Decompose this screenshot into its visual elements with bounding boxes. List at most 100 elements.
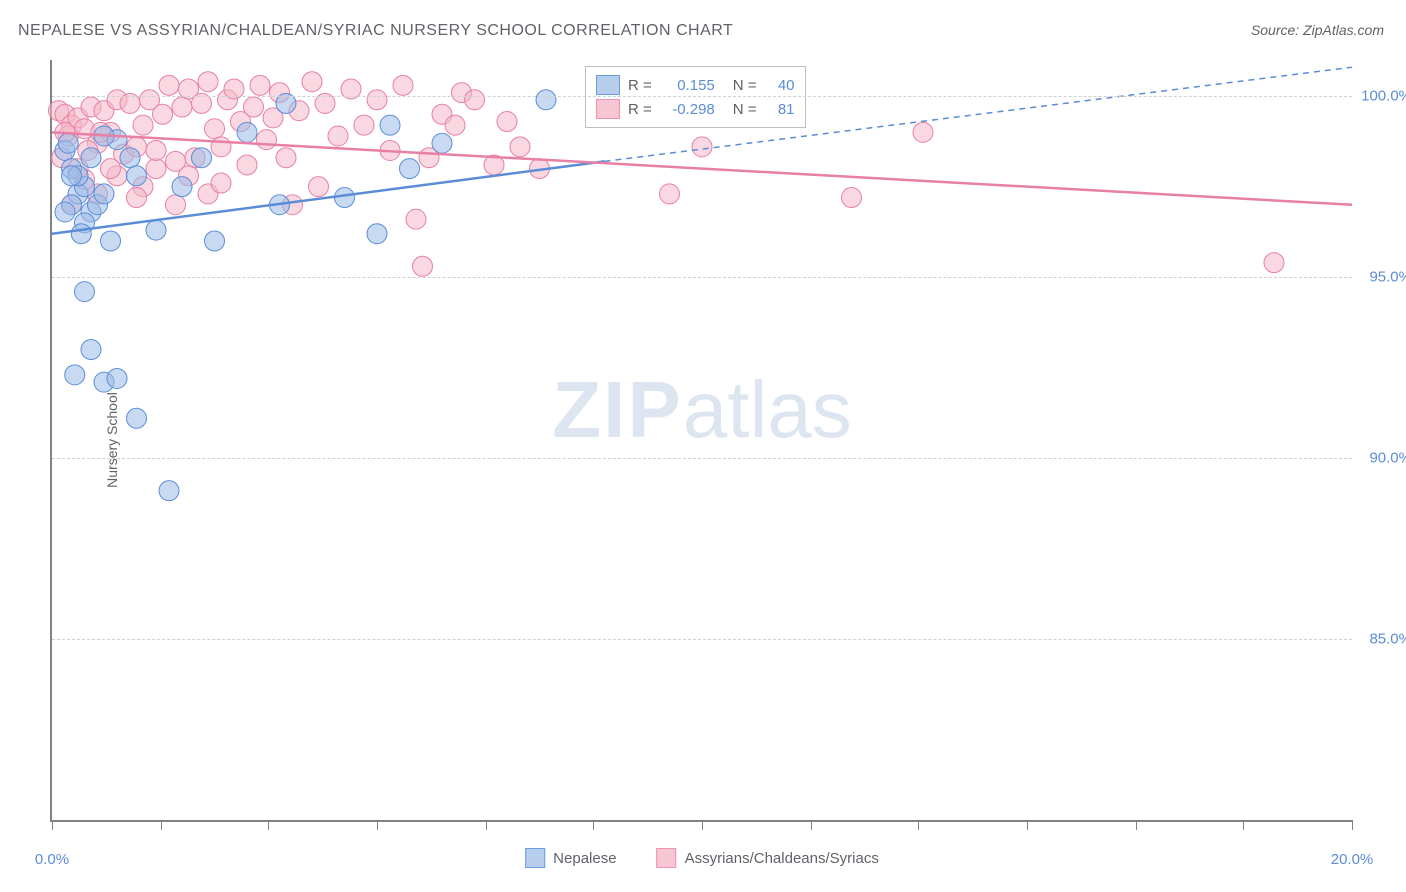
stats-n-value: 81 <box>765 101 795 118</box>
scatter-point <box>75 282 95 302</box>
gridline <box>52 458 1352 459</box>
scatter-point <box>211 173 231 193</box>
x-tick-mark <box>702 820 703 830</box>
scatter-point <box>400 159 420 179</box>
stats-n-label: N = <box>733 101 757 118</box>
x-tick-label: 20.0% <box>1331 851 1374 868</box>
stats-r-value: 0.155 <box>660 77 715 94</box>
x-tick-mark <box>1136 820 1137 830</box>
x-tick-mark <box>52 820 53 830</box>
scatter-point <box>276 148 296 168</box>
x-tick-mark <box>593 820 594 830</box>
scatter-point <box>146 159 166 179</box>
scatter-point <box>101 231 121 251</box>
scatter-point <box>172 97 192 117</box>
x-tick-mark <box>1352 820 1353 830</box>
scatter-point <box>497 112 517 132</box>
scatter-point <box>367 224 387 244</box>
scatter-point <box>159 75 179 95</box>
x-tick-mark <box>1027 820 1028 830</box>
x-tick-mark <box>268 820 269 830</box>
scatter-point <box>913 122 933 142</box>
scatter-point <box>328 126 348 146</box>
scatter-point <box>413 256 433 276</box>
scatter-point <box>536 90 556 110</box>
x-tick-mark <box>1243 820 1244 830</box>
scatter-point <box>198 72 218 92</box>
y-tick-label: 95.0% <box>1369 269 1406 286</box>
y-tick-label: 100.0% <box>1361 88 1406 105</box>
chart-container: NEPALESE VS ASSYRIAN/CHALDEAN/SYRIAC NUR… <box>0 0 1406 892</box>
gridline <box>52 639 1352 640</box>
scatter-point <box>367 90 387 110</box>
x-tick-mark <box>918 820 919 830</box>
scatter-point <box>81 148 101 168</box>
scatter-point <box>94 184 114 204</box>
legend-swatch <box>596 75 620 95</box>
scatter-point <box>211 137 231 157</box>
chart-svg <box>52 60 1352 820</box>
scatter-point <box>445 115 465 135</box>
bottom-legend: Nepalese Assyrians/Chaldeans/Syriacs <box>525 848 879 868</box>
scatter-point <box>302 72 322 92</box>
stats-row: R = 0.155 N = 40 <box>596 73 795 97</box>
stats-n-value: 40 <box>765 77 795 94</box>
x-tick-mark <box>377 820 378 830</box>
scatter-point <box>250 75 270 95</box>
scatter-point <box>692 137 712 157</box>
stats-r-label: R = <box>628 101 652 118</box>
scatter-point <box>146 140 166 160</box>
scatter-point <box>393 75 413 95</box>
scatter-point <box>127 166 147 186</box>
x-tick-mark <box>161 820 162 830</box>
chart-title: NEPALESE VS ASSYRIAN/CHALDEAN/SYRIAC NUR… <box>18 22 733 40</box>
scatter-point <box>660 184 680 204</box>
scatter-point <box>309 177 329 197</box>
scatter-point <box>127 408 147 428</box>
scatter-point <box>237 155 257 175</box>
scatter-point <box>244 97 264 117</box>
x-tick-label: 0.0% <box>35 851 69 868</box>
scatter-point <box>465 90 485 110</box>
scatter-point <box>380 115 400 135</box>
scatter-point <box>159 481 179 501</box>
scatter-point <box>166 195 186 215</box>
scatter-point <box>842 188 862 208</box>
scatter-point <box>192 148 212 168</box>
legend-swatch <box>525 848 545 868</box>
scatter-point <box>354 115 374 135</box>
scatter-point <box>406 209 426 229</box>
scatter-point <box>81 340 101 360</box>
scatter-point <box>237 122 257 142</box>
legend-label: Nepalese <box>553 850 616 867</box>
x-tick-mark <box>811 820 812 830</box>
stats-row: R =-0.298N =81 <box>596 97 795 121</box>
y-tick-label: 85.0% <box>1369 631 1406 648</box>
y-tick-label: 90.0% <box>1369 450 1406 467</box>
x-tick-mark <box>486 820 487 830</box>
gridline <box>52 96 1352 97</box>
gridline <box>52 277 1352 278</box>
scatter-point <box>120 148 140 168</box>
plot-area: Nursery School ZIPatlas R =0.155N =40R =… <box>50 60 1352 822</box>
scatter-point <box>107 368 127 388</box>
scatter-point <box>257 130 277 150</box>
scatter-point <box>71 224 91 244</box>
scatter-point <box>65 365 85 385</box>
scatter-point <box>127 188 147 208</box>
scatter-point <box>510 137 530 157</box>
scatter-point <box>1264 253 1284 273</box>
legend-item: Nepalese <box>525 848 616 868</box>
scatter-point <box>101 159 121 179</box>
scatter-point <box>58 133 78 153</box>
stats-n-label: N = <box>733 77 757 94</box>
scatter-point <box>172 177 192 197</box>
source-label: Source: ZipAtlas.com <box>1251 22 1384 38</box>
scatter-point <box>153 104 173 124</box>
scatter-point <box>62 166 82 186</box>
stats-r-label: R = <box>628 77 652 94</box>
scatter-point <box>205 119 225 139</box>
legend-label: Assyrians/Chaldeans/Syriacs <box>685 850 879 867</box>
scatter-point <box>146 220 166 240</box>
legend-swatch <box>596 99 620 119</box>
